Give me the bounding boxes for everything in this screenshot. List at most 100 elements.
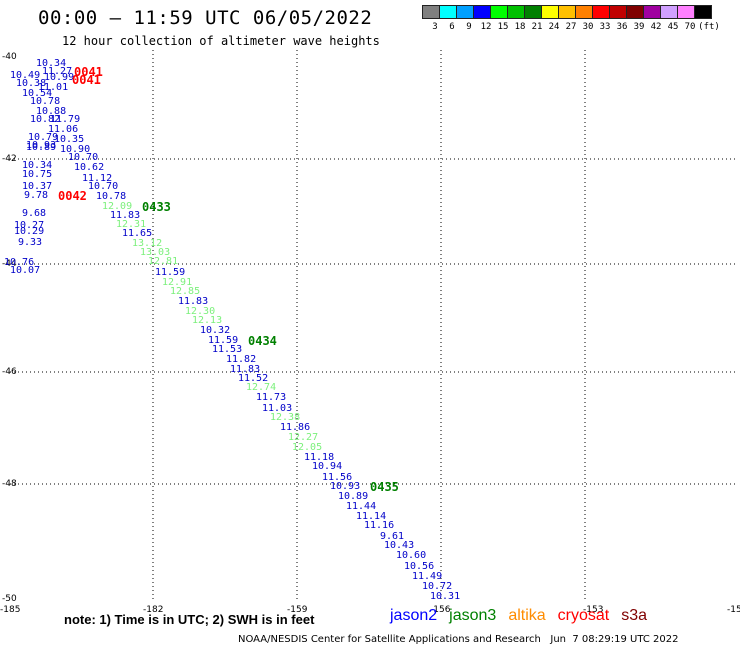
wave-height-value: 10.34 — [36, 58, 66, 69]
wave-height-value: 11.73 — [256, 392, 286, 403]
wave-height-value: 10.49 — [10, 70, 40, 81]
color-scale-label: 12 — [480, 22, 492, 32]
latitude-tick-label: -48 — [2, 479, 17, 489]
latitude-tick-label: -42 — [2, 154, 17, 164]
wave-height-value: 11.79 — [50, 114, 80, 125]
wave-height-value: 10.94 — [312, 461, 342, 472]
wave-height-value: 11.18 — [304, 452, 334, 463]
wave-height-value: 11.44 — [346, 501, 376, 512]
wave-height-value: 10.62 — [74, 162, 104, 173]
legend-item-s3a: s3a — [621, 607, 648, 624]
wave-height-value: 10.78 — [30, 96, 60, 107]
wave-height-value: 9.78 — [24, 190, 48, 201]
legend-item-jason2: jason2 — [390, 607, 438, 624]
wave-height-value: 10.38 — [16, 78, 46, 89]
latitude-tick-label: -46 — [2, 367, 17, 377]
wave-height-value: 12.31 — [116, 219, 146, 230]
longitude-tick-label: -182 — [143, 605, 163, 615]
wave-height-value: 10.27 — [14, 220, 44, 231]
wave-height-value: 10.78 — [96, 191, 126, 202]
wave-height-value: 10.79 — [28, 132, 58, 143]
color-scale-label: 45 — [667, 22, 679, 32]
wave-height-value: 10.76 — [4, 257, 34, 268]
wave-height-value: 11.01 — [38, 82, 68, 93]
pass-time-label: 0041 — [74, 65, 103, 79]
wave-height-value: 12.81 — [148, 256, 178, 267]
longitude-tick-label: -15 — [727, 605, 740, 615]
map-axes: -185 -182 -159 -156 -153 -15 -40 -42 -44 -46 -48 -5… — [0, 52, 740, 615]
wave-height-value: 10.07 — [10, 265, 40, 276]
page-title: 00:00 — 11:59 UTC 06/05/2022 — [38, 7, 373, 29]
pass-time-label: 0433 — [142, 200, 171, 214]
wave-height-value: 11.53 — [212, 344, 242, 355]
wave-height-value: 10.93 — [26, 140, 56, 151]
wave-height-value: 10.34 — [22, 160, 52, 171]
wave-height-value: 11.56 — [322, 472, 352, 483]
color-scale-label: 6 — [449, 22, 455, 32]
legend-item-altika: altika — [508, 607, 546, 624]
wave-height-value: 12.74 — [246, 382, 276, 393]
page-subtitle: 12 hour collection of altimeter wave hei… — [62, 34, 380, 48]
wave-height-value: 11.27 — [42, 66, 72, 77]
wave-height-value: 13.03 — [140, 247, 170, 258]
wave-height-value: 10.54 — [22, 88, 52, 99]
color-scale-label: 70 — [684, 22, 696, 32]
wave-height-value: 11.03 — [262, 403, 292, 414]
wave-height-value: 11.12 — [82, 173, 112, 184]
map-grid — [10, 50, 735, 600]
color-scale-label: 33 — [599, 22, 611, 32]
wave-height-value: 10.43 — [384, 540, 414, 551]
wave-height-value: 10.90 — [60, 144, 90, 155]
wave-height-value: 10.72 — [422, 581, 452, 592]
wave-height-value: 10.56 — [404, 561, 434, 572]
wave-height-value: 12.27 — [288, 432, 318, 443]
wave-height-value: 10.99 — [44, 72, 74, 83]
wave-height-value: 10.37 — [22, 181, 52, 192]
color-scale — [422, 5, 712, 21]
wave-height-value: 12.85 — [170, 286, 200, 297]
footer-credit: NOAA/NESDIS Center for Satellite Applica… — [238, 634, 679, 645]
wave-height-value: 10.31 — [430, 591, 460, 602]
wave-height-value: 11.59 — [155, 267, 185, 278]
color-scale-label: 18 — [514, 22, 526, 32]
color-scale-label: 24 — [548, 22, 560, 32]
satellite-legend: jason2 jason3 altika cryosat s3a — [390, 607, 659, 625]
latitude-tick-label: -40 — [2, 52, 17, 62]
wave-height-value: 10.89 — [26, 142, 56, 153]
color-scale-unit: (ft) — [698, 22, 720, 32]
wave-height-value: 10.29 — [14, 226, 44, 237]
latitude-tick-label: -50 — [2, 594, 17, 604]
wave-height-value: 10.89 — [338, 491, 368, 502]
wave-height-value: 11.06 — [48, 124, 78, 135]
wave-height-value: 9.61 — [380, 531, 404, 542]
wave-height-value: 11.65 — [122, 228, 152, 239]
wave-height-value: 13.12 — [132, 238, 162, 249]
wave-height-value: 10.82 — [30, 114, 60, 125]
wave-height-value: 9.68 — [22, 208, 46, 219]
wave-height-value: 11.14 — [356, 511, 386, 522]
color-scale-label: 21 — [531, 22, 543, 32]
wave-height-value: 12.30 — [185, 306, 215, 317]
note-text: note: 1) Time is in UTC; 2) SWH is in fe… — [64, 612, 315, 627]
color-scale-swatch — [694, 5, 712, 19]
wave-height-value: 11.83 — [110, 210, 140, 221]
wave-height-value: 10.32 — [200, 325, 230, 336]
wave-height-value: 11.49 — [412, 571, 442, 582]
wave-height-value: 11.52 — [238, 373, 268, 384]
wave-height-value: 10.70 — [88, 181, 118, 192]
legend-item-cryosat: cryosat — [557, 607, 610, 624]
color-scale-label: 42 — [650, 22, 662, 32]
pass-time-label: 0435 — [370, 480, 399, 494]
color-scale-label: 39 — [633, 22, 645, 32]
wave-height-value: 11.86 — [280, 422, 310, 433]
wave-height-value: 10.75 — [22, 169, 52, 180]
legend-item-jason3: jason3 — [449, 607, 497, 624]
pass-time-label: 0041 — [72, 73, 101, 87]
longitude-tick-label: -159 — [287, 605, 308, 615]
wave-height-value: 11.83 — [230, 364, 260, 375]
wave-height-value: 11.83 — [178, 296, 208, 307]
color-scale-label: 3 — [432, 22, 438, 32]
